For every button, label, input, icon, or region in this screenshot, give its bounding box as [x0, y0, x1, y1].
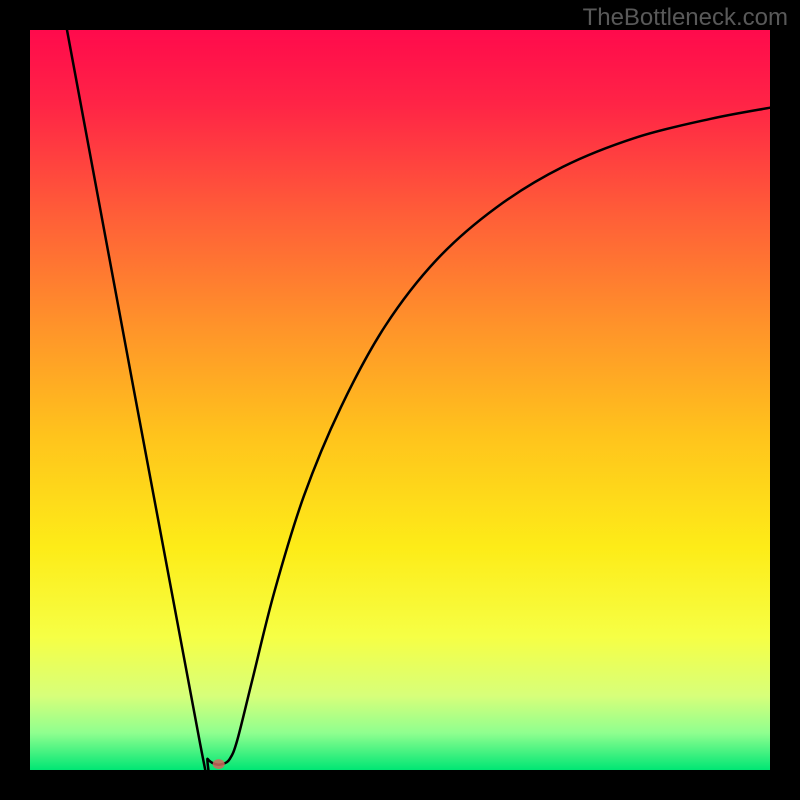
chart-svg [0, 0, 800, 800]
watermark-text: TheBottleneck.com [583, 4, 788, 32]
plot-background [30, 30, 770, 770]
optimum-marker [213, 759, 225, 769]
chart-container: TheBottleneck.com [0, 0, 800, 800]
